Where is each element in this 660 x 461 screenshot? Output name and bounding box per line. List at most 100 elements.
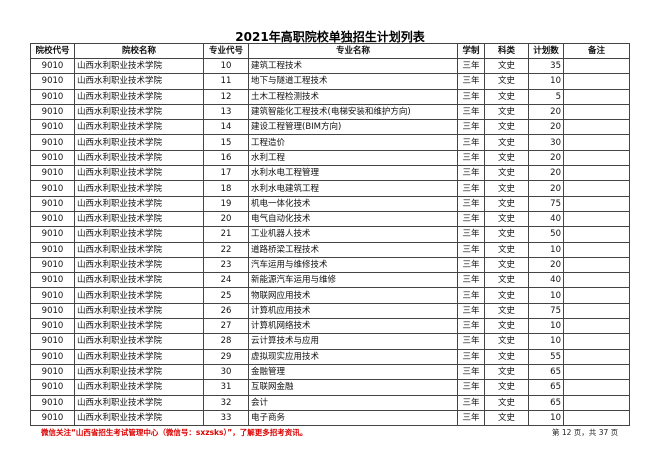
cell-remarks: [563, 119, 630, 136]
cell-major-code: 14: [203, 119, 249, 136]
cell-major-name: 计算机应用技术: [248, 302, 458, 320]
cell-major-name: 物联网应用技术: [248, 287, 458, 304]
cell-category: 文史: [484, 195, 529, 212]
cell-duration: 三年: [457, 180, 485, 197]
cell-major-name: 新能源汽车运用与维修: [248, 272, 458, 289]
cell-major-code: 10: [203, 57, 249, 75]
cell-duration: 三年: [457, 226, 485, 243]
cell-duration: 三年: [457, 210, 485, 228]
cell-category: 文史: [484, 226, 529, 243]
cell-major-name: 汽车运用与维修技术: [248, 256, 458, 274]
cell-school-name: 山西水利职业技术学院: [74, 318, 204, 335]
cell-major-name: 虚拟现实应用技术: [248, 348, 458, 365]
cell-school-name: 山西水利职业技术学院: [74, 73, 204, 90]
cell-school-name: 山西水利职业技术学院: [74, 394, 204, 411]
cell-school-code: 9010: [30, 88, 75, 105]
cell-school-code: 9010: [30, 394, 75, 411]
table-row: 9010 山西水利职业技术学院 25 物联网应用技术 三年 文史 10: [30, 287, 630, 304]
table-row: 9010 山西水利职业技术学院 13 建筑智能化工程技术(电梯安装和维护方向) 三年 文史…: [30, 103, 630, 121]
cell-school-code: 9010: [30, 73, 75, 90]
table-row: 9010 山西水利职业技术学院 23 汽车运用与维修技术 三年 文史 20: [30, 256, 630, 274]
cell-major-code: 11: [203, 73, 249, 90]
cell-school-name: 山西水利职业技术学院: [74, 256, 204, 274]
cell-category: 文史: [484, 210, 529, 228]
cell-school-name: 山西水利职业技术学院: [74, 287, 204, 304]
cell-major-code: 29: [203, 348, 249, 365]
table-row: 9010 山西水利职业技术学院 16 水利工程 三年 文史 20: [30, 149, 630, 167]
cell-remarks: [563, 348, 630, 365]
document-title: 2021年高职院校单独招生计划列表: [235, 30, 425, 44]
cell-remarks: [563, 409, 630, 427]
cell-major-name: 建筑工程技术: [248, 57, 458, 75]
cell-duration: 三年: [457, 363, 485, 381]
cell-plan-count: 75: [528, 302, 564, 320]
cell-school-name: 山西水利职业技术学院: [74, 180, 204, 197]
cell-category: 文史: [484, 119, 529, 136]
cell-school-code: 9010: [30, 57, 75, 75]
cell-major-code: 23: [203, 256, 249, 274]
cell-school-code: 9010: [30, 348, 75, 365]
cell-major-name: 地下与隧道工程技术: [248, 73, 458, 90]
cell-major-name: 工业机器人技术: [248, 226, 458, 243]
cell-duration: 三年: [457, 287, 485, 304]
cell-major-code: 15: [203, 134, 249, 151]
cell-duration: 三年: [457, 333, 485, 350]
cell-school-name: 山西水利职业技术学院: [74, 226, 204, 243]
table-row: 9010 山西水利职业技术学院 10 建筑工程技术 三年 文史 35: [30, 57, 630, 75]
cell-major-name: 水利水电建筑工程: [248, 180, 458, 197]
cell-major-name: 水利水电工程管理: [248, 165, 458, 182]
table-row: 9010 山西水利职业技术学院 14 建设工程管理(BIM方向) 三年 文史 20: [30, 119, 630, 136]
cell-category: 文史: [484, 348, 529, 365]
cell-plan-count: 75: [528, 195, 564, 212]
table-row: 9010 山西水利职业技术学院 12 土木工程检测技术 三年 文史 5: [30, 88, 630, 105]
cell-category: 文史: [484, 180, 529, 197]
cell-major-code: 22: [203, 241, 249, 258]
cell-school-code: 9010: [30, 363, 75, 381]
cell-plan-count: 10: [528, 318, 564, 335]
cell-plan-count: 50: [528, 226, 564, 243]
cell-school-code: 9010: [30, 226, 75, 243]
cell-category: 文史: [484, 149, 529, 167]
cell-plan-count: 20: [528, 103, 564, 121]
cell-school-code: 9010: [30, 165, 75, 182]
cell-school-name: 山西水利职业技术学院: [74, 165, 204, 182]
cell-plan-count: 30: [528, 134, 564, 151]
cell-major-name: 机电一体化技术: [248, 195, 458, 212]
cell-plan-count: 10: [528, 409, 564, 427]
cell-duration: 三年: [457, 195, 485, 212]
cell-plan-count: 10: [528, 73, 564, 90]
cell-school-code: 9010: [30, 272, 75, 289]
cell-category: 文史: [484, 379, 529, 396]
cell-school-code: 9010: [30, 149, 75, 167]
cell-major-code: 21: [203, 226, 249, 243]
cell-major-code: 32: [203, 394, 249, 411]
cell-major-name: 水利工程: [248, 149, 458, 167]
cell-plan-count: 10: [528, 333, 564, 350]
cell-remarks: [563, 210, 630, 228]
cell-duration: 三年: [457, 134, 485, 151]
cell-plan-count: 55: [528, 348, 564, 365]
cell-duration: 三年: [457, 256, 485, 274]
table-row: 9010 山西水利职业技术学院 26 计算机应用技术 三年 文史 75: [30, 302, 630, 320]
cell-category: 文史: [484, 88, 529, 105]
table-row: 9010 山西水利职业技术学院 15 工程造价 三年 文史 30: [30, 134, 630, 151]
table-row: 9010 山西水利职业技术学院 30 金融管理 三年 文史 65: [30, 363, 630, 381]
cell-plan-count: 65: [528, 363, 564, 381]
cell-category: 文史: [484, 363, 529, 381]
cell-major-code: 13: [203, 103, 249, 121]
cell-major-name: 电子商务: [248, 409, 458, 427]
table-row: 9010 山西水利职业技术学院 17 水利水电工程管理 三年 文史 20: [30, 165, 630, 182]
cell-duration: 三年: [457, 73, 485, 90]
table-row: 9010 山西水利职业技术学院 31 互联网金融 三年 文史 65: [30, 379, 630, 396]
cell-major-code: 20: [203, 210, 249, 228]
cell-plan-count: 20: [528, 165, 564, 182]
cell-remarks: [563, 394, 630, 411]
cell-school-code: 9010: [30, 119, 75, 136]
cell-remarks: [563, 256, 630, 274]
enrollment-plan-table: 院校代号 院校名称 专业代号 专业名称 学制 科类 计划数 备注 9010 山西水利职业技术学院…: [30, 43, 630, 427]
cell-category: 文史: [484, 103, 529, 121]
cell-major-name: 建筑智能化工程技术(电梯安装和维护方向): [248, 103, 458, 121]
cell-major-code: 18: [203, 180, 249, 197]
footer-note: 微信关注“山西省招生考试管理中心（微信号：sxzsks）”，了解更多招考资讯。: [41, 428, 308, 437]
cell-plan-count: 20: [528, 149, 564, 167]
